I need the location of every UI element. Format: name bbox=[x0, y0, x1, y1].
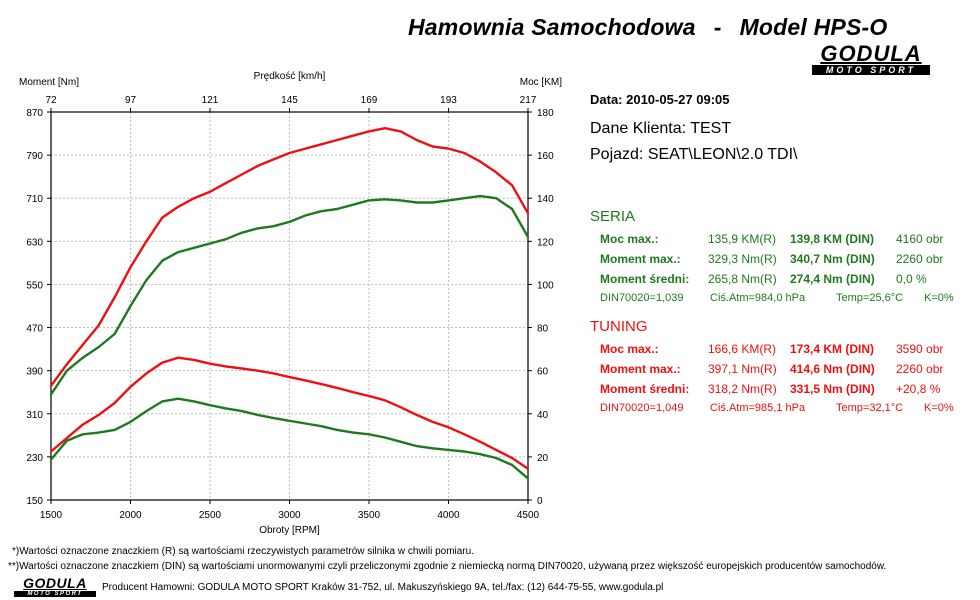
logo-small-subtext: MOTO SPORT bbox=[14, 591, 96, 597]
x-tick-label: 2500 bbox=[199, 510, 222, 521]
y-left-tick-label: 550 bbox=[26, 280, 43, 291]
x-tick-label: 4500 bbox=[517, 510, 540, 521]
seria-din-factor: DIN70020=1,039 bbox=[600, 292, 684, 304]
x-top-tick-label: 97 bbox=[125, 95, 137, 106]
x-axis-label: Obroty [RPM] bbox=[259, 525, 320, 536]
logo-subtext: MOTO SPORT bbox=[812, 65, 930, 75]
tuning-torque-label: Moment max.: bbox=[600, 362, 681, 376]
title-separator: - bbox=[713, 14, 722, 40]
seria-torque-r: 329,3 Nm(R) bbox=[708, 252, 777, 266]
tuning-temp: Temp=32,1°C bbox=[836, 402, 904, 414]
seria-title: SERIA bbox=[590, 208, 636, 225]
x-tick-label: 4000 bbox=[437, 510, 460, 521]
tuning-avg-din: 331,5 Nm (DIN) bbox=[790, 382, 875, 396]
x-tick-label: 3500 bbox=[358, 510, 381, 521]
tuning-torque-r: 397,1 Nm(R) bbox=[708, 362, 777, 376]
x-tick-label: 1500 bbox=[40, 510, 63, 521]
godula-logo: GODULA MOTO SPORT bbox=[812, 41, 930, 75]
y-right-tick-label: 140 bbox=[537, 194, 554, 205]
seria-power-din: 139,8 KM (DIN) bbox=[790, 232, 875, 246]
tuning-title: TUNING bbox=[590, 318, 648, 335]
vehicle-info: Pojazd: SEAT\LEON\2.0 TDI\ bbox=[590, 146, 798, 163]
x-tick-label: 3000 bbox=[278, 510, 301, 521]
dyno-chart: 1500722000972500121300014535001694000193… bbox=[19, 71, 562, 536]
seria-avg-r: 265,8 Nm(R) bbox=[708, 272, 777, 286]
seria-avg-din: 274,4 Nm (DIN) bbox=[790, 272, 875, 286]
y-left-tick-label: 230 bbox=[26, 453, 43, 464]
x-top-tick-label: 72 bbox=[45, 95, 57, 106]
y-right-axis-label: Moc [KM] bbox=[520, 77, 562, 88]
tuning-din-factor: DIN70020=1,049 bbox=[600, 402, 684, 414]
y-left-tick-label: 710 bbox=[26, 194, 43, 205]
logo-word: GODULA bbox=[820, 41, 922, 66]
seria-power-rpm: 4160 obr bbox=[896, 232, 944, 246]
tuning-avg-label: Moment średni: bbox=[600, 382, 690, 396]
measurement-date: Data: 2010-05-27 09:05 bbox=[590, 92, 730, 107]
y-left-tick-label: 150 bbox=[26, 496, 43, 507]
y-right-tick-label: 0 bbox=[537, 496, 543, 507]
y-right-tick-label: 160 bbox=[537, 151, 554, 162]
y-right-tick-label: 40 bbox=[537, 410, 549, 421]
y-left-tick-label: 790 bbox=[26, 151, 43, 162]
footnote-din: **)Wartości oznaczone znaczkiem (DIN) są… bbox=[8, 561, 887, 572]
x-top-tick-label: 193 bbox=[440, 95, 457, 106]
footnote-r: *)Wartości oznaczone znaczkiem (R) są wa… bbox=[12, 546, 474, 557]
tuning-k: K=0% bbox=[924, 402, 954, 414]
seria-power-label: Moc max.: bbox=[600, 232, 659, 246]
tuning-torque-rpm: 2260 obr bbox=[896, 362, 944, 376]
godula-logo-small: GODULA MOTO SPORT bbox=[14, 575, 96, 597]
series-line-tuning-power bbox=[49, 126, 530, 387]
tuning-pressure: Ciś.Atm=985,1 hPa bbox=[710, 402, 806, 414]
tuning-power-label: Moc max.: bbox=[600, 342, 659, 356]
y-left-tick-label: 470 bbox=[26, 324, 43, 335]
seria-avg-pct: 0,0 % bbox=[896, 272, 927, 286]
y-right-tick-label: 80 bbox=[537, 324, 549, 335]
y-right-tick-label: 180 bbox=[537, 108, 554, 119]
y-left-tick-label: 390 bbox=[26, 367, 43, 378]
seria-temp: Temp=25,6°C bbox=[836, 292, 904, 304]
x-top-tick-label: 121 bbox=[202, 95, 219, 106]
producer-info: Producent Hamowni: GODULA MOTO SPORT Kra… bbox=[102, 582, 664, 593]
y-left-tick-label: 310 bbox=[26, 410, 43, 421]
title-left: Hamownia Samochodowa bbox=[408, 14, 696, 40]
y-left-tick-label: 630 bbox=[26, 237, 43, 248]
y-right-tick-label: 120 bbox=[537, 237, 554, 248]
tuning-power-rpm: 3590 obr bbox=[896, 342, 944, 356]
series-line-seria-torque bbox=[49, 397, 530, 480]
y-left-axis-label: Moment [Nm] bbox=[19, 77, 79, 88]
y-right-tick-label: 20 bbox=[537, 453, 549, 464]
x-top-tick-label: 217 bbox=[520, 95, 537, 106]
x-top-tick-label: 169 bbox=[361, 95, 378, 106]
series-line-seria-power bbox=[49, 194, 530, 396]
logo-small-word: GODULA bbox=[23, 575, 87, 591]
x-top-tick-label: 145 bbox=[281, 95, 298, 106]
tuning-power-din: 173,4 KM (DIN) bbox=[790, 342, 875, 356]
seria-k: K=0% bbox=[924, 292, 954, 304]
seria-torque-label: Moment max.: bbox=[600, 252, 681, 266]
seria-pressure: Ciś.Atm=984,0 hPa bbox=[710, 292, 806, 304]
seria-power-r: 135,9 KM(R) bbox=[708, 232, 777, 246]
seria-torque-din: 340,7 Nm (DIN) bbox=[790, 252, 875, 266]
y-left-tick-label: 870 bbox=[26, 108, 43, 119]
tuning-avg-pct: +20,8 % bbox=[896, 382, 941, 396]
y-right-tick-label: 100 bbox=[537, 280, 554, 291]
x-top-axis-label: Prędkość [km/h] bbox=[254, 71, 326, 82]
series-line-tuning-torque bbox=[49, 356, 530, 470]
page-title: Hamownia Samochodowa - Model HPS-O bbox=[408, 14, 887, 41]
tuning-torque-din: 414,6 Nm (DIN) bbox=[790, 362, 875, 376]
y-right-tick-label: 60 bbox=[537, 367, 549, 378]
title-right: Model HPS-O bbox=[739, 14, 888, 40]
tuning-avg-r: 318,2 Nm(R) bbox=[708, 382, 777, 396]
tuning-power-r: 166,6 KM(R) bbox=[708, 342, 777, 356]
client-data: Dane Klienta: TEST bbox=[590, 120, 732, 137]
seria-torque-rpm: 2260 obr bbox=[896, 252, 944, 266]
seria-avg-label: Moment średni: bbox=[600, 272, 690, 286]
x-tick-label: 2000 bbox=[119, 510, 142, 521]
